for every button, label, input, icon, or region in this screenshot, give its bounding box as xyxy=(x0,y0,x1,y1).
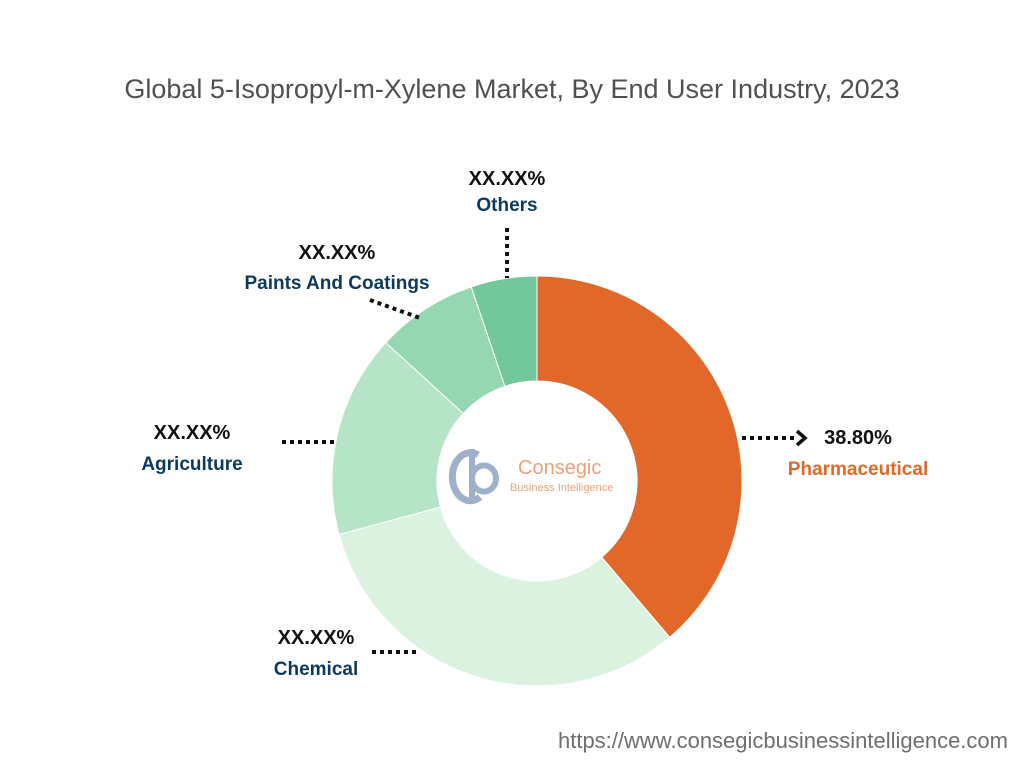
slice-others[interactable] xyxy=(470,275,538,387)
category-label-agriculture: Agriculture xyxy=(141,454,242,475)
leaders-group xyxy=(282,228,808,654)
data-label-pharmaceutical: 38.80% xyxy=(824,427,892,449)
category-label-pharmaceutical: Pharmaceutical xyxy=(788,459,928,480)
watermark-brand: Consegic xyxy=(518,457,601,479)
slice-agriculture[interactable] xyxy=(331,341,464,536)
website-url[interactable]: https://www.consegicbusinessintelligence… xyxy=(557,728,1008,753)
logo-mark-b xyxy=(469,449,499,500)
data-label-others: XX.XX% xyxy=(469,168,546,190)
data-label-chemical: XX.XX% xyxy=(278,627,355,649)
slice-pharmaceutical[interactable] xyxy=(536,275,743,639)
leader-arrowhead xyxy=(795,429,808,447)
chart-title: Global 5-Isopropyl-m-Xylene Market, By E… xyxy=(124,74,900,104)
labels-group: 38.80% Pharmaceutical XX.XX% Chemical XX.XX%… xyxy=(141,168,928,680)
data-label-agriculture: XX.XX% xyxy=(154,422,231,444)
slices-group xyxy=(331,275,743,687)
watermark-logo: Consegic Business Intelligence xyxy=(448,449,613,505)
slice-chemical[interactable] xyxy=(338,506,671,687)
category-label-paints-and-coatings: Paints And Coatings xyxy=(244,273,429,294)
leader-line-paints-and-coatings xyxy=(369,298,421,320)
data-label-paints-and-coatings: XX.XX% xyxy=(299,242,376,264)
logo-mark-c xyxy=(448,449,483,505)
watermark-tagline: Business Intelligence xyxy=(510,482,613,494)
category-label-chemical: Chemical xyxy=(274,659,358,680)
category-label-others: Others xyxy=(476,195,537,216)
